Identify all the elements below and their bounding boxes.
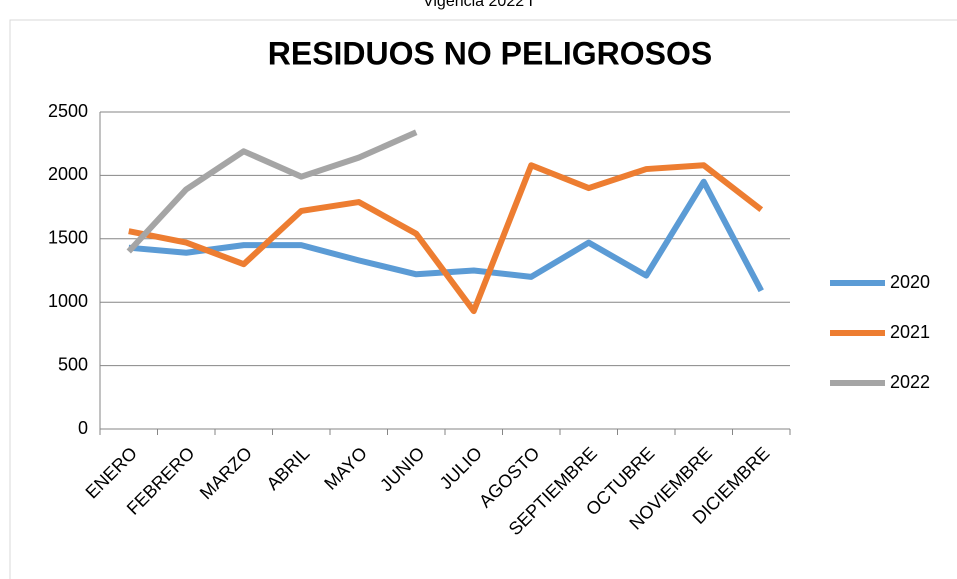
legend-label: 2021: [890, 322, 930, 342]
series-line: [126, 129, 418, 254]
y-tick-label: 2000: [48, 164, 88, 184]
chart-border: [9, 19, 957, 579]
legend-label: 2020: [890, 272, 930, 292]
header-text: Vigencia 2022 I: [423, 0, 533, 10]
y-tick-label: 1500: [48, 228, 88, 248]
y-tick-label: 2500: [48, 101, 88, 121]
y-tick-label: 500: [58, 354, 88, 374]
legend-label: 2022: [890, 372, 930, 392]
chart-title: RESIDUOS NO PELIGROSOS: [268, 35, 713, 71]
y-tick-label: 1000: [48, 291, 88, 311]
series-line: [128, 162, 764, 315]
y-tick-label: 0: [78, 418, 88, 438]
